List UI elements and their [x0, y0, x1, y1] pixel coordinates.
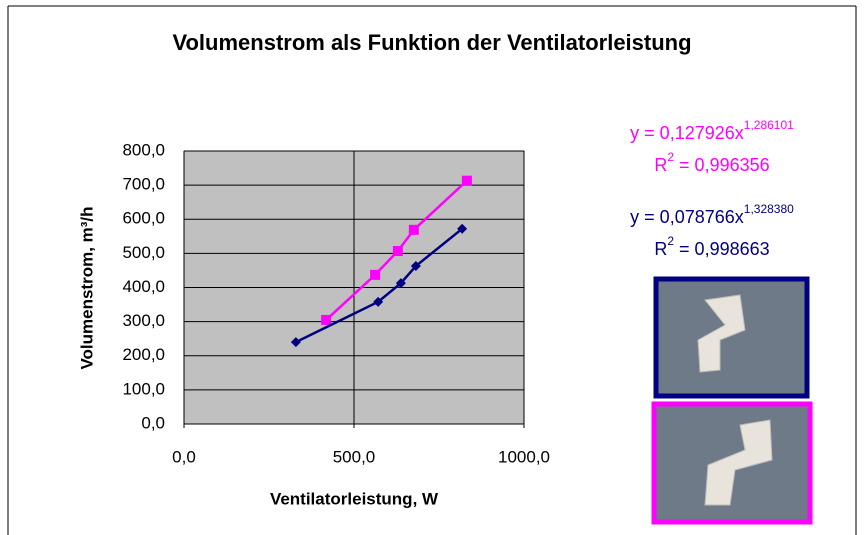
y-tick-label: 600,0 — [122, 209, 165, 228]
y-tick-label: 100,0 — [122, 379, 165, 398]
equation-text: y = 0,127926x — [630, 123, 744, 143]
y-tick-label: 800,0 — [122, 140, 165, 159]
x-tick-label: 500,0 — [333, 447, 376, 466]
data-point — [393, 246, 403, 256]
photo-pink — [654, 404, 810, 522]
y-tick-label: 500,0 — [122, 243, 165, 262]
equation-text: = 0,998663 — [674, 239, 770, 259]
equation-text: y = 0,078766x — [630, 207, 744, 227]
plot-area — [184, 151, 524, 428]
x-axis-label: Ventilatorleistung, W — [270, 489, 439, 508]
data-point — [370, 270, 380, 280]
photo-blue — [656, 279, 807, 396]
y-tick-label: 200,0 — [122, 345, 165, 364]
chart-title: Volumenstrom als Funktion der Ventilator… — [172, 30, 691, 55]
y-tick-label: 400,0 — [122, 277, 165, 296]
x-tick-label: 1000,0 — [498, 447, 550, 466]
x-tick-label: 0,0 — [172, 447, 196, 466]
data-point — [462, 176, 472, 186]
superscript: 1,286101 — [744, 118, 794, 132]
y-axis-label: Volumenstrom, m³/h — [77, 206, 96, 369]
chart: Volumenstrom als Funktion der Ventilator… — [0, 0, 864, 535]
superscript: 1,328380 — [744, 202, 794, 216]
y-tick-label: 700,0 — [122, 175, 165, 194]
equation-text: R — [654, 239, 667, 259]
y-tick-label: 300,0 — [122, 311, 165, 330]
equation-text: = 0,996356 — [674, 155, 770, 175]
y-tick-label: 0,0 — [141, 413, 165, 432]
equation-text: R — [654, 155, 667, 175]
data-point — [409, 225, 419, 235]
data-point — [321, 315, 331, 325]
